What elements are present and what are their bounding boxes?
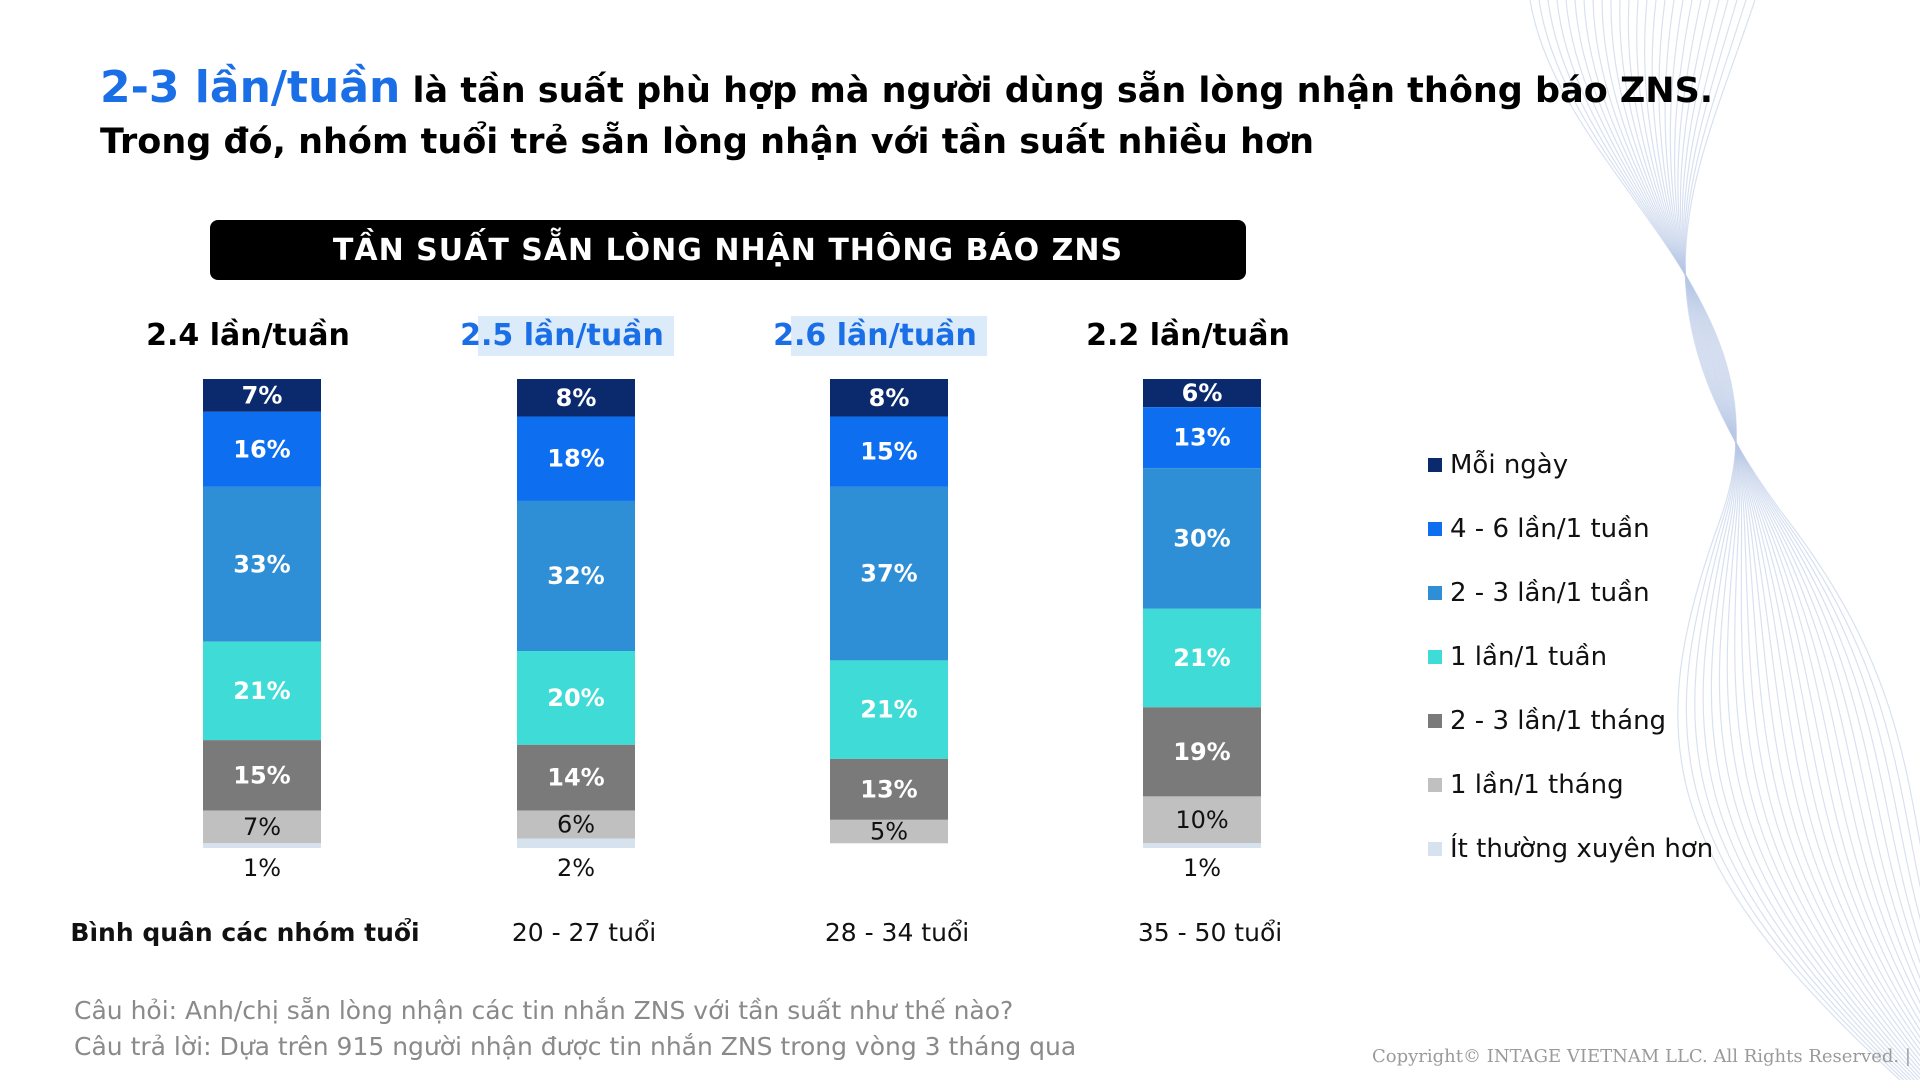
chart-legend: Mỗi ngày 4 - 6 lần/1 tuần 2 - 3 lần/1 tuần… bbox=[1428, 433, 1713, 881]
bar-segment bbox=[1143, 468, 1261, 609]
data-label: 1% bbox=[243, 854, 281, 882]
data-label: 13% bbox=[860, 775, 917, 803]
legend-item: 4 - 6 lần/1 tuần bbox=[1428, 497, 1713, 561]
bar-segment bbox=[203, 411, 321, 487]
data-label: 14% bbox=[547, 764, 604, 792]
category-label: 20 - 27 tuổi bbox=[512, 918, 656, 947]
data-label: 5% bbox=[870, 818, 908, 846]
bar-segment bbox=[517, 651, 635, 745]
data-label: 18% bbox=[547, 445, 604, 473]
bar-segment bbox=[830, 486, 948, 661]
bar-segment bbox=[203, 740, 321, 811]
headline-highlight: 2-3 lần/tuần bbox=[100, 62, 401, 113]
legend-label: Ít thường xuyên hơn bbox=[1450, 834, 1714, 864]
data-label: 21% bbox=[233, 677, 290, 705]
category-label: Bình quân các nhóm tuổi bbox=[70, 917, 419, 947]
legend-swatch bbox=[1428, 778, 1442, 792]
legend-item: Ít thường xuyên hơn bbox=[1428, 817, 1713, 881]
data-label: 37% bbox=[860, 560, 917, 588]
bar-segment bbox=[517, 416, 635, 501]
bar-segment bbox=[1143, 608, 1261, 708]
data-label: 6% bbox=[1182, 379, 1223, 407]
bar-segment bbox=[1143, 407, 1261, 469]
bar-segment bbox=[517, 500, 635, 652]
bar-segment bbox=[203, 843, 321, 848]
data-label: 7% bbox=[242, 381, 283, 409]
legend-label: Mỗi ngày bbox=[1450, 450, 1569, 480]
legend-label: 1 lần/1 tháng bbox=[1450, 770, 1624, 800]
legend-item: 1 lần/1 tuần bbox=[1428, 625, 1713, 689]
footnote-answer: Câu trả lời: Dựa trên 915 người nhận đượ… bbox=[74, 1032, 1077, 1061]
data-label: 19% bbox=[1173, 738, 1230, 766]
data-label: 30% bbox=[1173, 524, 1230, 552]
average-highlight-bg bbox=[478, 316, 674, 356]
legend-item: 2 - 3 lần/1 tháng bbox=[1428, 689, 1713, 753]
bar-segment bbox=[830, 819, 948, 844]
footnote: Câu hỏi: Anh/chị sẵn lòng nhận các tin n… bbox=[74, 993, 1076, 1065]
bar-segment bbox=[203, 486, 321, 642]
data-label: 15% bbox=[860, 438, 917, 466]
legend-swatch bbox=[1428, 522, 1442, 536]
data-label: 20% bbox=[547, 684, 604, 712]
legend-swatch bbox=[1428, 586, 1442, 600]
bar-segment bbox=[1143, 796, 1261, 844]
chart-title: TẦN SUẤT SẴN LÒNG NHẬN THÔNG BÁO ZNS bbox=[332, 232, 1124, 268]
legend-label: 2 - 3 lần/1 tuần bbox=[1450, 578, 1650, 608]
average-label: 2.5 lần/tuần bbox=[460, 318, 664, 353]
bar-segment bbox=[1143, 843, 1261, 848]
data-label: 10% bbox=[1175, 806, 1228, 834]
average-highlight-bg bbox=[791, 316, 987, 356]
legend-label: 1 lần/1 tuần bbox=[1450, 642, 1608, 672]
bar-segment bbox=[203, 641, 321, 741]
legend-swatch bbox=[1428, 458, 1442, 472]
chart-title-banner: TẦN SUẤT SẴN LÒNG NHẬN THÔNG BÁO ZNS bbox=[210, 220, 1246, 280]
bar-segment bbox=[517, 810, 635, 839]
average-label: 2.4 lần/tuần bbox=[146, 318, 350, 353]
copyright-notice: Copyright© INTAGE VIETNAM LLC. All Right… bbox=[1372, 1046, 1911, 1067]
data-label: 33% bbox=[233, 550, 290, 578]
legend-item: 1 lần/1 tháng bbox=[1428, 753, 1713, 817]
data-label: 21% bbox=[1173, 644, 1230, 672]
bar-segment bbox=[830, 379, 948, 417]
headline-line2: Trong đó, nhóm tuổi trẻ sẵn lòng nhận vớ… bbox=[100, 122, 1315, 162]
bar-segment bbox=[1143, 379, 1261, 408]
data-label: 32% bbox=[547, 562, 604, 590]
bar-segment bbox=[517, 744, 635, 811]
data-label: 15% bbox=[233, 761, 290, 789]
legend-item: Mỗi ngày bbox=[1428, 433, 1713, 497]
category-label: 28 - 34 tuổi bbox=[825, 918, 969, 947]
average-label: 2.6 lần/tuần bbox=[773, 318, 977, 353]
data-label: 7% bbox=[243, 813, 281, 841]
bar-segment bbox=[830, 660, 948, 759]
bar-segment bbox=[830, 416, 948, 487]
bar-segment bbox=[830, 758, 948, 820]
bar-segment bbox=[517, 838, 635, 848]
bar-segment bbox=[517, 379, 635, 417]
legend-label: 2 - 3 lần/1 tháng bbox=[1450, 706, 1667, 736]
legend-swatch bbox=[1428, 650, 1442, 664]
data-label: 21% bbox=[860, 696, 917, 724]
data-label: 6% bbox=[557, 811, 595, 839]
data-label: 1% bbox=[1183, 854, 1221, 882]
bar-segment bbox=[203, 810, 321, 844]
legend-label: 4 - 6 lần/1 tuần bbox=[1450, 514, 1650, 544]
data-label: 13% bbox=[1173, 424, 1230, 452]
footnote-question: Câu hỏi: Anh/chị sẵn lòng nhận các tin n… bbox=[74, 996, 1014, 1025]
legend-swatch bbox=[1428, 714, 1442, 728]
data-label: 2% bbox=[557, 854, 595, 882]
category-label: 35 - 50 tuổi bbox=[1138, 918, 1282, 947]
headline: 2-3 lần/tuần là tần suất phù hợp mà ngườ… bbox=[100, 62, 1713, 167]
data-label: 8% bbox=[869, 384, 910, 412]
data-label: 16% bbox=[233, 435, 290, 463]
bar-segment bbox=[203, 379, 321, 412]
headline-line1-rest: là tần suất phù hợp mà người dùng sẵn lò… bbox=[400, 71, 1714, 111]
bar-segment bbox=[1143, 707, 1261, 797]
legend-item: 2 - 3 lần/1 tuần bbox=[1428, 561, 1713, 625]
average-label: 2.2 lần/tuần bbox=[1086, 318, 1290, 353]
legend-swatch bbox=[1428, 842, 1442, 856]
data-label: 8% bbox=[556, 384, 597, 412]
